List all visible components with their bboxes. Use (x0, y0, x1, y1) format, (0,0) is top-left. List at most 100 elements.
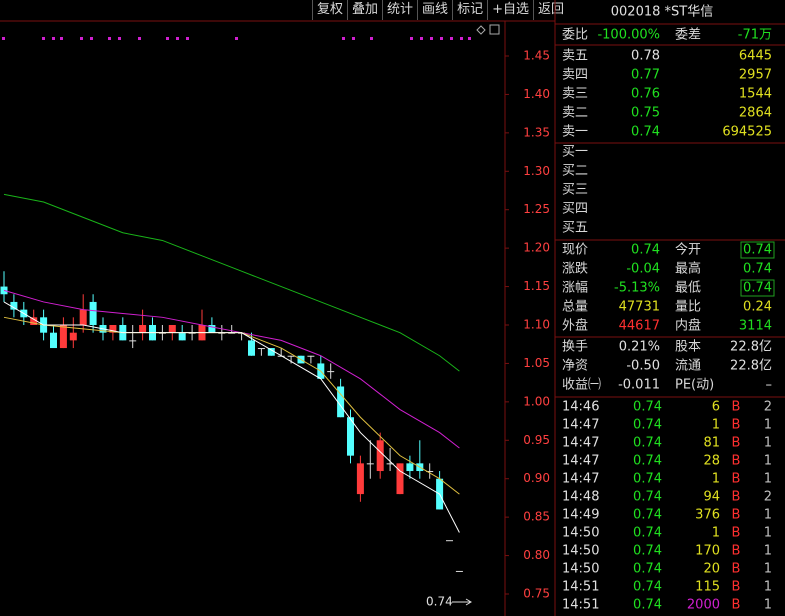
ask-volume: 6445 (739, 49, 772, 64)
trade-count: 1 (764, 454, 772, 469)
toolbar-button[interactable]: 画线 (417, 0, 452, 20)
bid-label: 买三 (562, 183, 588, 198)
scroll-icon[interactable] (476, 25, 486, 35)
stat-value: 0.74 (743, 262, 772, 277)
stat-label: 现价 (562, 243, 588, 258)
trade-price: 0.74 (633, 454, 662, 469)
toolbar-button[interactable]: 统计 (382, 0, 417, 20)
stat-value: 3114 (739, 319, 772, 334)
value-box (740, 241, 775, 259)
stat-label: 流通 (675, 359, 701, 374)
candle-body (337, 386, 345, 418)
trade-time: 14:47 (562, 418, 599, 433)
trade-price: 0.74 (633, 580, 662, 595)
trade-count: 1 (764, 436, 772, 451)
trade-time: 14:47 (562, 436, 599, 451)
trade-volume: 2000 (687, 598, 720, 613)
y-tick-label: 0.85 (523, 510, 550, 524)
trade-price: 0.74 (633, 490, 662, 505)
trade-time: 14:50 (562, 526, 599, 541)
ask-label: 卖二 (562, 106, 588, 121)
stat-label: 总量 (562, 300, 588, 315)
stat-value: 22.8亿 (730, 340, 772, 355)
toolbar-button[interactable]: 复权 (312, 0, 347, 20)
trade-time: 14:47 (562, 454, 599, 469)
stat-value: 0.24 (743, 300, 772, 315)
toolbar-button[interactable]: 返回 (532, 0, 568, 20)
ask-label: 卖三 (562, 87, 588, 102)
arrow-head (465, 598, 472, 606)
toolbar-button[interactable]: +自选 (487, 0, 533, 20)
stat-label: 涨幅 (562, 281, 588, 296)
trade-count: 1 (764, 580, 772, 595)
candle-body (59, 325, 67, 349)
trade-side: B (732, 508, 741, 523)
toolbar-button[interactable]: 标记 (452, 0, 487, 20)
y-tick-label: 0.75 (523, 587, 550, 601)
trade-count: 2 (764, 490, 772, 505)
stat-value: 47731 (619, 300, 660, 315)
stat-label: 收益㈠ (562, 378, 601, 393)
stat-value: 0.21% (619, 340, 660, 355)
label: 委比 (562, 28, 588, 43)
trade-time: 14:49 (562, 508, 599, 523)
stat-label: 外盘 (562, 318, 588, 334)
stock-title: 002018 *ST华信 (611, 5, 713, 20)
trade-side: B (732, 436, 741, 451)
trade-volume: 1 (712, 418, 720, 433)
stat-label: PE(动) (675, 378, 714, 393)
value-box (740, 279, 775, 297)
trade-count: 1 (764, 508, 772, 523)
trade-volume: 115 (695, 580, 720, 595)
trade-price: 0.74 (633, 598, 662, 613)
stat-label: 最低 (675, 281, 701, 296)
candle-body (386, 463, 394, 465)
candle-body (69, 332, 77, 341)
stat-value: 0.74 (743, 281, 772, 296)
candle-body (129, 340, 137, 342)
trade-side: B (732, 418, 741, 433)
trade-volume: 94 (703, 490, 720, 505)
stat-value: -0.011 (618, 378, 660, 393)
trade-count: 1 (764, 526, 772, 541)
trade-price: 0.74 (633, 418, 662, 433)
stat-value: -0.50 (626, 359, 660, 374)
candle-body (257, 348, 265, 350)
candle-body (30, 317, 38, 325)
candle-body (327, 371, 335, 373)
stat-label: 内盘 (675, 318, 701, 334)
ask-volume: 1544 (739, 87, 772, 102)
trade-time: 14:51 (562, 580, 599, 595)
stat-label: 净资 (562, 359, 588, 374)
last-price-label: 0.74 (426, 595, 453, 609)
trade-price: 0.74 (633, 472, 662, 487)
trade-volume: 1 (712, 472, 720, 487)
y-tick-label: 1.45 (523, 49, 550, 63)
candle-body (139, 325, 147, 333)
trade-time: 14:51 (562, 598, 599, 613)
candle-body (248, 340, 255, 356)
trade-time: 14:47 (562, 472, 599, 487)
y-tick-label: 1.30 (523, 164, 550, 178)
ask-label: 卖四 (562, 68, 588, 83)
trade-volume: 170 (695, 544, 720, 559)
trade-side: B (732, 472, 741, 487)
candle-body (50, 332, 57, 349)
trade-volume: 6 (712, 400, 720, 415)
stat-value: 22.8亿 (730, 359, 772, 374)
trade-count: 1 (764, 544, 772, 559)
candle-body (455, 570, 463, 572)
stat-label: 今开 (675, 242, 701, 258)
candle-body (366, 463, 374, 465)
expand-icon[interactable] (489, 24, 500, 35)
trade-count: 1 (764, 418, 772, 433)
ask-volume: 2864 (739, 106, 772, 121)
stat-value: -5.13% (614, 281, 660, 296)
y-tick-label: 0.90 (523, 471, 550, 485)
candle-body (178, 332, 186, 341)
stat-label: 涨跌 (562, 261, 588, 277)
candle-body (406, 463, 414, 472)
y-tick-label: 1.05 (523, 356, 550, 370)
toolbar-button[interactable]: 叠加 (347, 0, 382, 20)
trade-price: 0.74 (633, 508, 662, 523)
